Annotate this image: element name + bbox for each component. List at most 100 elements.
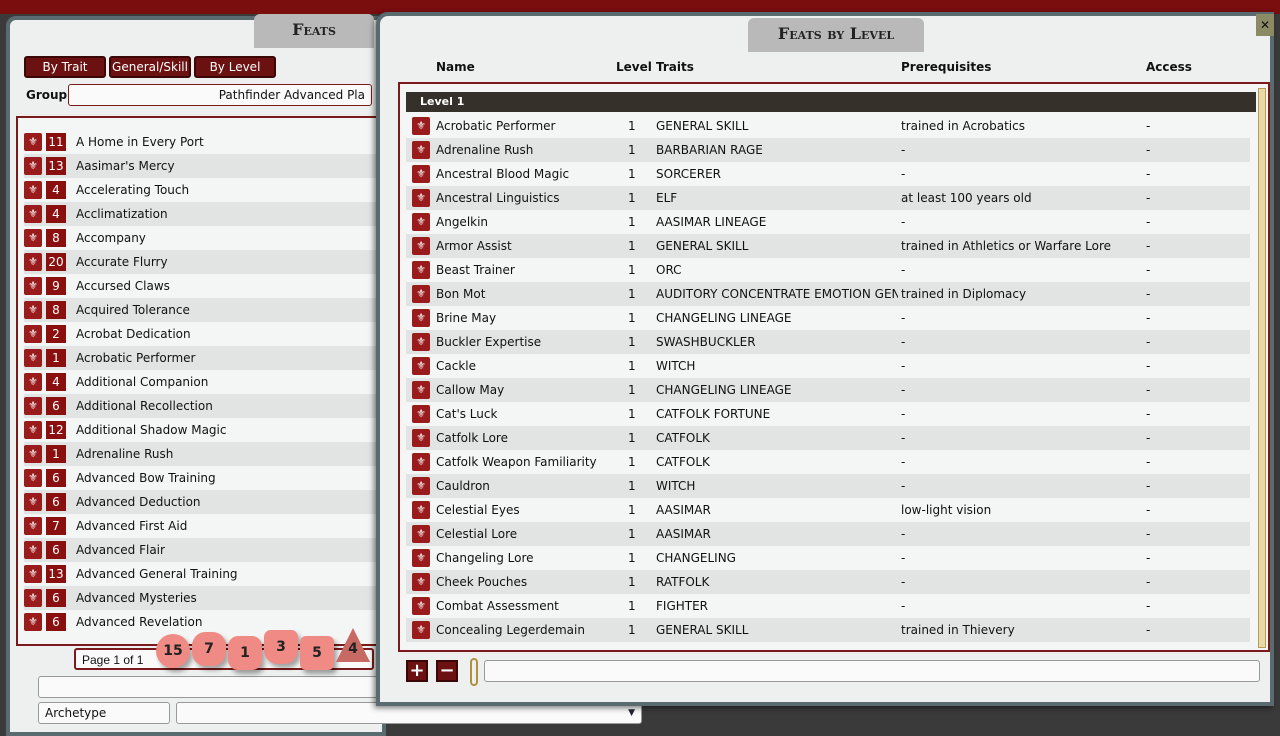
feat-level: 6 bbox=[46, 613, 66, 631]
table-row[interactable]: ⚜ Ancestral Linguistics 1 ELF at least 100 y… bbox=[406, 186, 1250, 210]
cell-prereq: - bbox=[901, 407, 906, 421]
list-item[interactable]: ⚜ 6 Advanced Bow Training bbox=[24, 466, 390, 490]
table-row[interactable]: ⚜ Catfolk Lore 1 CATFOLK - - bbox=[406, 426, 1250, 450]
table-row[interactable]: ⚜ Cauldron 1 WITCH - - bbox=[406, 474, 1250, 498]
feat-icon: ⚜ bbox=[24, 277, 42, 295]
list-item[interactable]: ⚜ 12 Additional Shadow Magic bbox=[24, 418, 390, 442]
table-row[interactable]: ⚜ Buckler Expertise 1 SWASHBUCKLER - - bbox=[406, 330, 1250, 354]
die-icon: 15 bbox=[156, 634, 190, 668]
table-row[interactable]: ⚜ Bon Mot 1 AUDITORY CONCENTRATE EMOTION GE… bbox=[406, 282, 1250, 306]
filter-input[interactable] bbox=[484, 660, 1260, 682]
group-field[interactable]: Pathfinder Advanced Pla bbox=[68, 84, 372, 106]
cell-traits: CATFOLK bbox=[656, 431, 710, 445]
table-row[interactable]: ⚜ Callow May 1 CHANGELING LINEAGE - - bbox=[406, 378, 1250, 402]
close-icon[interactable]: ✕ bbox=[1256, 14, 1274, 36]
cell-prereq: trained in Athletics or Warfare Lore bbox=[901, 239, 1112, 253]
column-traits[interactable]: Traits bbox=[656, 60, 694, 74]
column-prerequisites[interactable]: Prerequisites bbox=[901, 60, 992, 74]
feat-level: 8 bbox=[46, 229, 66, 247]
list-item[interactable]: ⚜ 20 Accurate Flurry bbox=[24, 250, 390, 274]
table-row[interactable]: ⚜ Brine May 1 CHANGELING LINEAGE - - bbox=[406, 306, 1250, 330]
cell-name: Bon Mot bbox=[436, 287, 486, 301]
cell-access: - bbox=[1146, 551, 1151, 565]
filter-input[interactable] bbox=[38, 676, 378, 698]
feat-icon: ⚜ bbox=[24, 253, 42, 271]
feat-name: Acrobat Dedication bbox=[76, 327, 191, 341]
list-item[interactable]: ⚜ 1 Adrenaline Rush bbox=[24, 442, 390, 466]
cell-prereq: trained in Diplomacy bbox=[901, 287, 1027, 301]
cell-traits: ORC bbox=[656, 263, 682, 277]
add-button[interactable]: + bbox=[406, 660, 428, 682]
list-item[interactable]: ⚜ 11 A Home in Every Port bbox=[24, 130, 390, 154]
list-item[interactable]: ⚜ 6 Advanced Deduction bbox=[24, 490, 390, 514]
cell-level: 1 bbox=[628, 407, 636, 421]
column-level[interactable]: Level bbox=[616, 60, 652, 74]
cell-name: Catfolk Weapon Familiarity bbox=[436, 455, 597, 469]
list-item[interactable]: ⚜ 9 Accursed Claws bbox=[24, 274, 390, 298]
cell-prereq: - bbox=[901, 575, 906, 589]
table-row[interactable]: ⚜ Angelkin 1 AASIMAR LINEAGE - - bbox=[406, 210, 1250, 234]
feat-name: Accurate Flurry bbox=[76, 255, 168, 269]
list-item[interactable]: ⚜ 8 Accompany bbox=[24, 226, 390, 250]
table-row[interactable]: ⚜ Beast Trainer 1 ORC - - bbox=[406, 258, 1250, 282]
list-item[interactable]: ⚜ 6 Advanced Revelation bbox=[24, 610, 390, 634]
table-row[interactable]: ⚜ Ancestral Blood Magic 1 SORCERER - - bbox=[406, 162, 1250, 186]
list-item[interactable]: ⚜ 8 Acquired Tolerance bbox=[24, 298, 390, 322]
cell-prereq: trained in Acrobatics bbox=[901, 119, 1025, 133]
feat-icon: ⚜ bbox=[24, 157, 42, 175]
by-level-button[interactable]: By Level bbox=[194, 56, 276, 78]
table-row[interactable]: ⚜ Combat Assessment 1 FIGHTER - - bbox=[406, 594, 1250, 618]
cell-access: - bbox=[1146, 383, 1151, 397]
cell-name: Buckler Expertise bbox=[436, 335, 542, 349]
cell-name: Armor Assist bbox=[436, 239, 512, 253]
remove-button[interactable]: − bbox=[436, 660, 458, 682]
cell-prereq: - bbox=[901, 527, 906, 541]
table-row[interactable]: ⚜ Celestial Lore 1 AASIMAR - - bbox=[406, 522, 1250, 546]
scrollbar[interactable] bbox=[1258, 88, 1266, 648]
list-item[interactable]: ⚜ 1 Acrobatic Performer bbox=[24, 346, 390, 370]
list-item[interactable]: ⚜ 6 Advanced Flair bbox=[24, 538, 390, 562]
list-item[interactable]: ⚜ 13 Advanced General Training bbox=[24, 562, 390, 586]
cell-level: 1 bbox=[628, 383, 636, 397]
table-row[interactable]: ⚜ Concealing Legerdemain 1 GENERAL SKILL tra… bbox=[406, 618, 1250, 642]
list-item[interactable]: ⚜ 13 Aasimar's Mercy bbox=[24, 154, 390, 178]
feat-name: Additional Recollection bbox=[76, 399, 213, 413]
list-item[interactable]: ⚜ 4 Additional Companion bbox=[24, 370, 390, 394]
table-row[interactable]: ⚜ Acrobatic Performer 1 GENERAL SKILL traine… bbox=[406, 114, 1250, 138]
table-row[interactable]: ⚜ Cackle 1 WITCH - - bbox=[406, 354, 1250, 378]
list-item[interactable]: ⚜ 6 Advanced Mysteries bbox=[24, 586, 390, 610]
cell-name: Cauldron bbox=[436, 479, 490, 493]
list-item[interactable]: ⚜ 4 Accelerating Touch bbox=[24, 178, 390, 202]
cell-traits: CHANGELING LINEAGE bbox=[656, 311, 792, 325]
cell-name: Adrenaline Rush bbox=[436, 143, 534, 157]
cell-level: 1 bbox=[628, 167, 636, 181]
feat-name: Advanced Flair bbox=[76, 543, 165, 557]
list-item[interactable]: ⚜ 7 Advanced First Aid bbox=[24, 514, 390, 538]
cell-prereq: at least 100 years old bbox=[901, 191, 1032, 205]
general-skill-button[interactable]: General/Skill bbox=[109, 56, 191, 78]
by-trait-button[interactable]: By Trait bbox=[24, 56, 106, 78]
cell-traits: AUDITORY CONCENTRATE EMOTION GENERAL bbox=[656, 287, 898, 301]
die-icon: 5 bbox=[300, 636, 334, 670]
table-row[interactable]: ⚜ Adrenaline Rush 1 BARBARIAN RAGE - - bbox=[406, 138, 1250, 162]
table-row[interactable]: ⚜ Cheek Pouches 1 RATFOLK - - bbox=[406, 570, 1250, 594]
column-name[interactable]: Name bbox=[436, 60, 475, 74]
search-icon bbox=[470, 658, 478, 686]
top-bar bbox=[0, 0, 1280, 14]
feat-icon: ⚜ bbox=[24, 229, 42, 247]
table-row[interactable]: ⚜ Changeling Lore 1 CHANGELING - - bbox=[406, 546, 1250, 570]
feat-icon: ⚜ bbox=[412, 141, 430, 159]
column-access[interactable]: Access bbox=[1146, 60, 1192, 74]
cell-level: 1 bbox=[628, 191, 636, 205]
table-row[interactable]: ⚜ Catfolk Weapon Familiarity 1 CATFOLK - - bbox=[406, 450, 1250, 474]
feat-name: Accompany bbox=[76, 231, 146, 245]
table-row[interactable]: ⚜ Cat's Luck 1 CATFOLK FORTUNE - - bbox=[406, 402, 1250, 426]
cell-access: - bbox=[1146, 359, 1151, 373]
cell-prereq: - bbox=[901, 479, 906, 493]
list-item[interactable]: ⚜ 6 Additional Recollection bbox=[24, 394, 390, 418]
table-row[interactable]: ⚜ Celestial Eyes 1 AASIMAR low-light vision - bbox=[406, 498, 1250, 522]
list-item[interactable]: ⚜ 2 Acrobat Dedication bbox=[24, 322, 390, 346]
table-row[interactable]: ⚜ Armor Assist 1 GENERAL SKILL trained in At… bbox=[406, 234, 1250, 258]
list-item[interactable]: ⚜ 4 Acclimatization bbox=[24, 202, 390, 226]
cell-level: 1 bbox=[628, 239, 636, 253]
